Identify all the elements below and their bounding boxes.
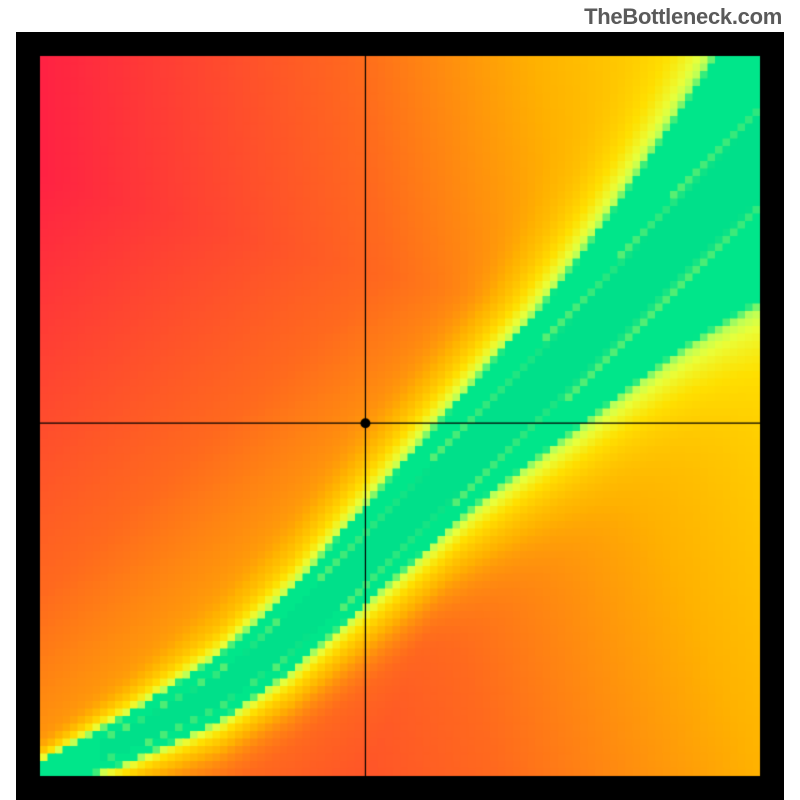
watermark-text: TheBottleneck.com [584, 4, 782, 30]
bottleneck-heatmap [16, 32, 784, 800]
